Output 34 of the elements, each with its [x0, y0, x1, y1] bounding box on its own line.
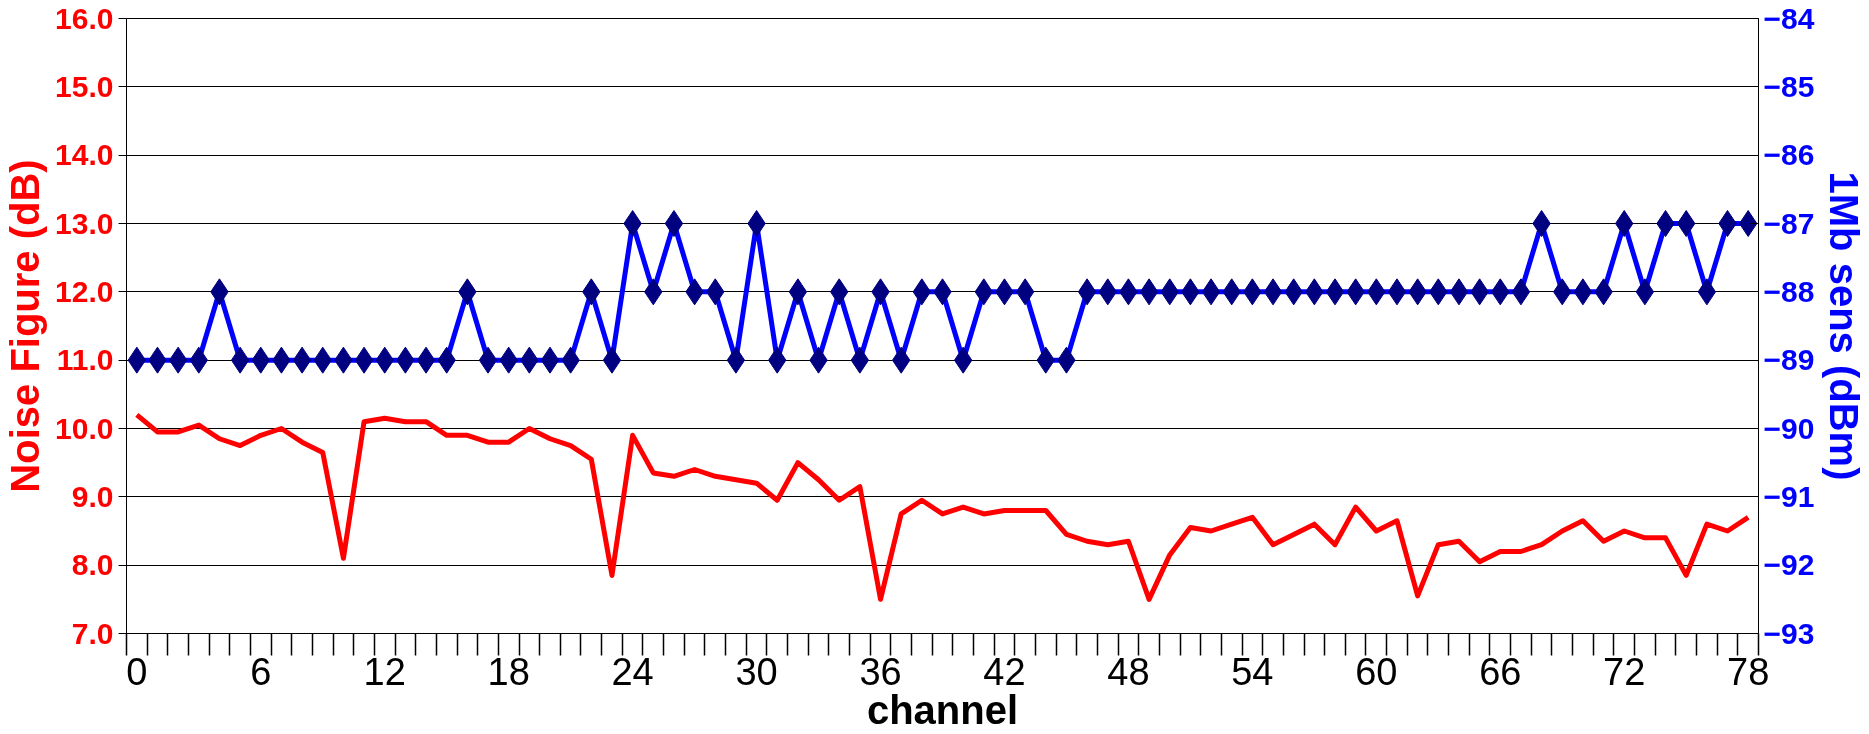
y2-tick-label: −89	[1763, 343, 1815, 377]
x-tick-label: 0	[126, 650, 148, 693]
y2-tick-label: −88	[1763, 274, 1815, 308]
y-tick-label: 8.0	[71, 548, 114, 582]
y2-tick-label: −87	[1763, 206, 1815, 240]
y2-tick-label: −90	[1763, 411, 1815, 445]
x-tick-label: 30	[735, 650, 778, 693]
y-tick-label: 10.0	[55, 411, 114, 445]
y2-tick-label: −86	[1763, 138, 1815, 172]
y2-tick-label: −91	[1763, 479, 1815, 513]
y-tick-label: 9.0	[71, 479, 114, 513]
x-tick-label: 60	[1355, 650, 1398, 693]
y2-tick-label: −85	[1763, 69, 1815, 103]
x-tick-label: 54	[1231, 650, 1274, 693]
y-tick-label: 11.0	[56, 343, 114, 377]
y2-tick-label: −93	[1763, 616, 1815, 650]
y-tick-label: 13.0	[55, 206, 114, 240]
x-tick-label: 24	[611, 650, 654, 693]
x-tick-label: 78	[1727, 650, 1770, 693]
x-tick-label: 72	[1603, 650, 1646, 693]
y-tick-label: 7.0	[71, 616, 114, 650]
y-tick-label: 16.0	[55, 1, 114, 35]
y-tick-label: 12.0	[55, 274, 114, 308]
y2-axis-title: 1Mb sens (dBm)	[1822, 171, 1867, 481]
x-tick-label: 12	[363, 650, 406, 693]
x-tick-label: 66	[1479, 650, 1522, 693]
y-tick-label: 14.0	[55, 138, 114, 172]
x-tick-label: 6	[250, 650, 272, 693]
x-tick-label: 48	[1107, 650, 1150, 693]
y2-tick-label: −92	[1763, 548, 1815, 582]
y2-tick-label: −84	[1763, 1, 1815, 35]
x-tick-label: 18	[487, 650, 530, 693]
y-axis-title: Noise Figure (dB)	[3, 159, 48, 493]
y-tick-label: 15.0	[55, 69, 114, 103]
